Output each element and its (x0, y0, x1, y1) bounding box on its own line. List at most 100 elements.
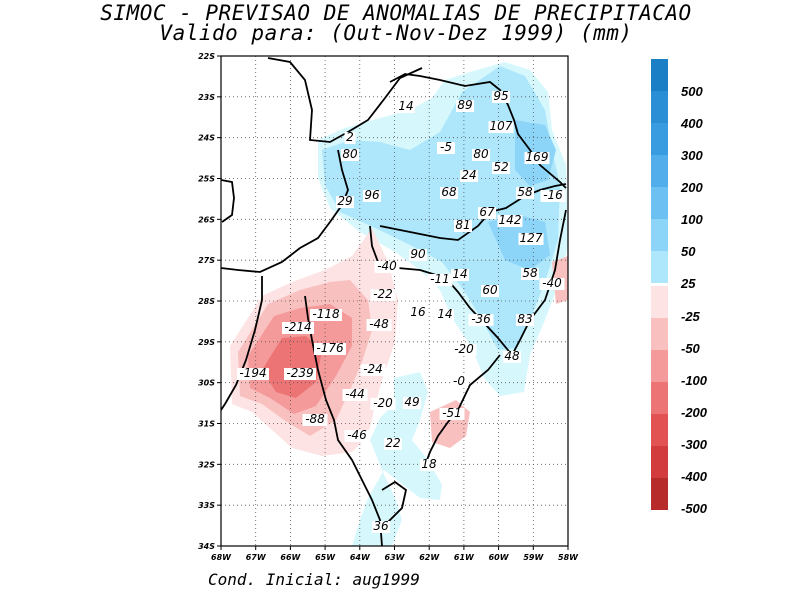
anomaly-label: 14 (398, 99, 413, 113)
colorbar-swatch (651, 91, 668, 123)
colorbar-label: -50 (681, 341, 701, 356)
anomaly-label-bg (437, 142, 455, 154)
anomaly-label-bg (468, 314, 494, 326)
colorbar-label: 200 (680, 180, 703, 195)
anomaly-label-bg (436, 309, 454, 321)
anomaly-label: -20 (454, 342, 474, 356)
anomaly-label: 107 (490, 119, 513, 133)
anomaly-label: -24 (363, 362, 383, 376)
colorbar-label: -100 (681, 373, 708, 388)
anomaly-label-bg (384, 438, 402, 450)
lon-tick-label: 63W (385, 553, 406, 562)
anomaly-label: -239 (286, 366, 313, 380)
anomaly-label: -48 (369, 317, 389, 331)
colorbar-swatch (651, 318, 668, 350)
anomaly-label: 60 (482, 283, 498, 297)
anomaly-label-bg (460, 170, 478, 182)
anomaly-label-bg (451, 344, 477, 356)
anomaly-label-bg (440, 187, 458, 199)
anomaly-label-bg (284, 368, 316, 380)
anomaly-label: 22 (385, 436, 400, 450)
anomaly-label-bg (360, 364, 386, 376)
latitude-ticks: 22S 23S 24S 25S 26S 27S 28S 29S 30S 31S 32S 33S 34S (198, 52, 221, 551)
anomaly-label-bg (374, 261, 400, 273)
anomaly-label: -51 (442, 406, 462, 420)
figure-subtitle: Valido para: (Out-Nov-Dez 1999) (mm) (159, 21, 633, 45)
lon-tick-label: 60W (489, 553, 510, 562)
anomaly-label-bg (439, 408, 465, 420)
colorbar-swatch (651, 414, 668, 446)
colorbar-swatch (651, 286, 668, 318)
anomaly-value-labels: 14 89 95 107 2 80 -5 80 52 169 24 96 68 58 -16 29 67 142 8… (237, 89, 566, 533)
anomaly-label: 81 (455, 218, 470, 232)
border-line-7 (221, 276, 263, 411)
anomaly-label: 24 (461, 168, 476, 182)
anomaly-label-bg (336, 196, 354, 208)
anomaly-label: 83 (517, 312, 532, 326)
anomaly-label-bg (454, 220, 472, 232)
anomaly-label: 14 (452, 267, 467, 281)
anomaly-label: -36 (471, 312, 491, 326)
anomaly-label-bg (409, 249, 427, 261)
anomaly-label: 142 (499, 213, 522, 227)
anomaly-label: 2 (346, 130, 354, 144)
anomaly-label-bg (481, 285, 499, 297)
anomaly-label-bg (503, 351, 521, 363)
anomaly-label-bg (524, 152, 550, 164)
anomaly-label: -44 (345, 387, 365, 401)
anomaly-label-bg (492, 162, 510, 174)
colorbar-label: 50 (681, 244, 696, 259)
anomaly-label-bg (237, 368, 269, 380)
anomaly-label-bg (403, 397, 421, 409)
initial-condition-label: Cond. Inicial: aug1999 (208, 570, 420, 589)
anomaly-label-bg (409, 307, 427, 319)
lat-tick-label: 32S (198, 460, 215, 469)
lat-tick-label: 31S (198, 420, 215, 429)
anomaly-label-bg (540, 190, 566, 202)
lat-tick-label: 29S (198, 338, 215, 347)
lat-tick-label: 22S (198, 52, 215, 61)
anomaly-label: 95 (493, 89, 508, 103)
anomaly-label-bg (344, 132, 356, 144)
anomaly-label-bg (539, 278, 565, 290)
border-line-8 (304, 295, 383, 546)
anomaly-label-bg (497, 215, 523, 227)
anomaly-label-bg (478, 207, 496, 219)
anomaly-label-bg (282, 322, 314, 334)
anomaly-label-bg (397, 101, 415, 113)
anomaly-label-bg (516, 314, 534, 326)
anomaly-label-bg (372, 521, 390, 533)
anomaly-label-bg (472, 149, 490, 161)
lat-tick-label: 26S (198, 215, 215, 224)
anomaly-label: 96 (364, 188, 380, 202)
anomaly-label: 67 (479, 205, 495, 219)
anomaly-label: -118 (312, 307, 340, 321)
lon-tick-label: 67W (246, 553, 267, 562)
anomaly-label: 68 (441, 185, 457, 199)
anomaly-label: 80 (473, 147, 489, 161)
anomaly-label-bg (363, 190, 381, 202)
anomaly-label: 90 (410, 247, 426, 261)
anomaly-label-bg (488, 121, 514, 133)
positive-anomaly-core (322, 66, 560, 350)
colorbar-label: 400 (680, 116, 703, 131)
colorbar-label: -200 (681, 405, 708, 420)
colorbar-swatch (651, 123, 668, 155)
colorbar-swatch (651, 219, 668, 251)
anomaly-label-bg (370, 289, 396, 301)
anomaly-label: -40 (377, 259, 397, 273)
anomaly-label-bg (302, 414, 328, 426)
anomaly-label-bg (341, 149, 359, 161)
anomaly-label: -5 (440, 140, 452, 154)
lat-tick-label: 34S (198, 542, 215, 551)
colorbar-swatch (651, 382, 668, 414)
anomaly-label: -22 (373, 287, 393, 301)
lon-tick-label: 65W (315, 553, 336, 562)
colorbar-swatch (651, 251, 668, 283)
lat-tick-label: 30S (198, 379, 215, 388)
anomaly-label-bg (420, 459, 438, 471)
anomaly-label: -46 (347, 428, 367, 442)
anomaly-label-bg (492, 91, 510, 103)
longitude-ticks: 68W 67W 66W 65W 64W 63W 62W 61W 60W 59W 58W (211, 546, 579, 562)
